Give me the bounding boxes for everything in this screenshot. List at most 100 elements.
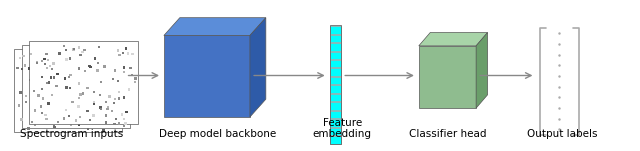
Point: [66, 124, 76, 126]
Point: [111, 84, 121, 86]
Point: [92, 69, 102, 72]
Point: [83, 128, 93, 130]
Point: [65, 87, 76, 89]
Point: [114, 97, 124, 100]
Point: [36, 88, 47, 90]
Point: [50, 98, 60, 101]
Text: Feature
embedding: Feature embedding: [313, 118, 372, 139]
Point: [42, 82, 52, 84]
Point: [121, 47, 131, 50]
Point: [61, 49, 71, 51]
Point: [17, 68, 28, 70]
Point: [75, 116, 85, 118]
Point: [109, 122, 120, 125]
Point: [105, 64, 115, 66]
Point: [44, 96, 54, 99]
Point: [41, 120, 51, 123]
Point: [113, 67, 123, 69]
Point: [89, 102, 99, 105]
Point: [58, 104, 68, 107]
Point: [92, 117, 102, 119]
Point: [63, 115, 74, 117]
Point: [83, 110, 93, 112]
Point: [14, 104, 24, 107]
Point: [93, 103, 104, 106]
Point: [89, 101, 99, 103]
Text: Spectrogram inputs: Spectrogram inputs: [20, 129, 123, 139]
Bar: [330, 111, 341, 118]
Point: [69, 48, 79, 50]
Point: [64, 76, 74, 78]
Point: [99, 65, 109, 68]
Point: [74, 97, 84, 99]
Point: [85, 66, 95, 68]
Point: [119, 124, 129, 127]
Point: [48, 62, 58, 65]
Point: [130, 81, 140, 83]
Point: [109, 69, 120, 72]
Point: [27, 85, 37, 88]
Point: [85, 119, 95, 121]
Point: [74, 78, 84, 80]
Point: [36, 105, 46, 108]
Point: [85, 49, 95, 52]
Point: [20, 64, 30, 67]
Bar: [330, 51, 341, 59]
Point: [25, 79, 35, 81]
Point: [38, 97, 48, 100]
Point: [61, 58, 72, 61]
Point: [109, 98, 120, 100]
Point: [76, 54, 86, 56]
Point: [40, 63, 50, 65]
Point: [83, 87, 93, 89]
Point: [127, 53, 138, 55]
Point: [59, 45, 69, 47]
Point: [36, 60, 47, 62]
Point: [30, 109, 40, 112]
Point: [113, 80, 123, 82]
Point: [65, 78, 75, 80]
Point: [67, 101, 77, 103]
Polygon shape: [476, 32, 488, 108]
Point: [71, 119, 81, 122]
Point: [38, 56, 48, 58]
Point: [41, 103, 51, 105]
Point: [65, 57, 76, 59]
Point: [44, 102, 54, 105]
Point: [109, 54, 120, 56]
Point: [49, 76, 59, 79]
Point: [29, 90, 39, 92]
Point: [32, 61, 42, 64]
Point: [40, 58, 50, 60]
Point: [45, 86, 55, 88]
Point: [95, 94, 105, 96]
Point: [33, 94, 44, 97]
Bar: [330, 60, 341, 67]
Point: [47, 68, 58, 70]
Point: [27, 107, 37, 109]
Point: [42, 118, 52, 120]
Point: [102, 64, 112, 67]
Polygon shape: [164, 18, 266, 35]
Point: [29, 70, 40, 73]
Point: [74, 82, 84, 85]
Point: [111, 118, 121, 120]
Point: [42, 87, 52, 90]
Bar: [330, 94, 341, 101]
Point: [28, 72, 38, 74]
Point: [100, 101, 111, 103]
Point: [29, 72, 40, 74]
Point: [44, 81, 54, 84]
Point: [100, 121, 111, 124]
Point: [47, 94, 58, 96]
Point: [42, 67, 52, 69]
Bar: [330, 43, 341, 51]
Bar: [330, 119, 341, 127]
Point: [74, 67, 84, 70]
Point: [54, 52, 65, 55]
Point: [40, 114, 51, 116]
Point: [49, 125, 60, 127]
Point: [93, 62, 103, 64]
Point: [77, 92, 88, 95]
Point: [101, 114, 111, 117]
